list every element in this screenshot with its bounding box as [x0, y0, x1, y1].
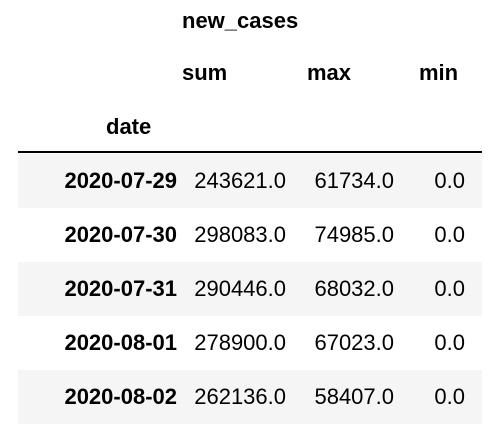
- cell-sum: 298083.0: [194, 222, 286, 247]
- index-name-header: date: [106, 114, 152, 139]
- row-index-date: 2020-07-31: [64, 276, 177, 301]
- cell-min: 0.0: [434, 276, 465, 301]
- cell-max: 61734.0: [314, 168, 394, 193]
- cell-min: 0.0: [434, 330, 465, 355]
- table-row: 2020-07-29 243621.0 61734.0 0.0: [18, 154, 482, 208]
- column-header-sum: sum: [182, 60, 228, 85]
- cell-max: 67023.0: [314, 330, 394, 355]
- row-index-date: 2020-07-30: [64, 222, 177, 247]
- row-index-date: 2020-08-02: [64, 384, 177, 409]
- table-row: 2020-07-31 290446.0 68032.0 0.0: [18, 262, 482, 316]
- cell-min: 0.0: [434, 384, 465, 409]
- cell-min: 0.0: [434, 168, 465, 193]
- table-row: 2020-08-01 278900.0 67023.0 0.0: [18, 316, 482, 370]
- column-header-max: max: [307, 60, 352, 85]
- cell-max: 68032.0: [314, 276, 394, 301]
- cell-sum: 243621.0: [194, 168, 286, 193]
- row-index-date: 2020-08-01: [64, 330, 177, 355]
- cell-sum: 290446.0: [194, 276, 286, 301]
- column-header-min: min: [419, 60, 459, 85]
- header-divider: [18, 151, 482, 153]
- cell-sum: 278900.0: [194, 330, 286, 355]
- cell-min: 0.0: [434, 222, 465, 247]
- table-row: 2020-07-30 298083.0 74985.0 0.0: [18, 208, 482, 262]
- cell-max: 58407.0: [314, 384, 394, 409]
- column-group-header: new_cases: [182, 8, 299, 33]
- row-index-date: 2020-07-29: [64, 168, 177, 193]
- cell-max: 74985.0: [314, 222, 394, 247]
- cell-sum: 262136.0: [194, 384, 286, 409]
- table-row: 2020-08-02 262136.0 58407.0 0.0: [18, 370, 482, 424]
